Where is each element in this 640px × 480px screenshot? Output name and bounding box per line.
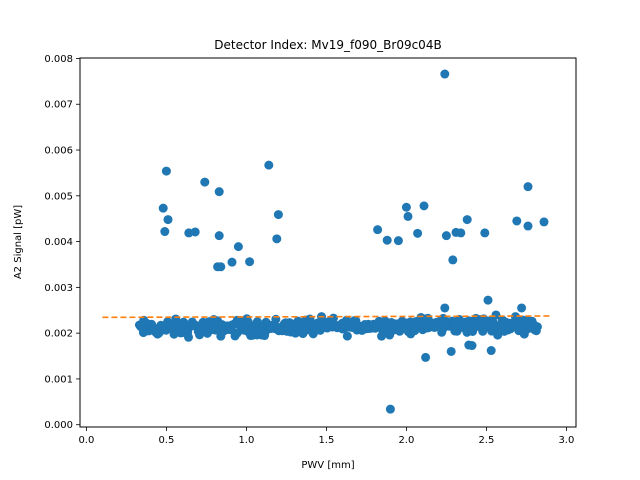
x-tick-label: 0.5 bbox=[158, 435, 174, 446]
y-axis-label: A2 Signal [pW] bbox=[13, 205, 24, 279]
data-point bbox=[491, 310, 501, 320]
y-tick-label: 0.003 bbox=[44, 283, 73, 294]
x-tick-label: 2.0 bbox=[398, 435, 414, 446]
data-point bbox=[421, 352, 431, 362]
data-point bbox=[161, 166, 171, 176]
data-point bbox=[382, 235, 392, 245]
data-point bbox=[517, 303, 527, 313]
y-tick-label: 0.000 bbox=[44, 420, 73, 431]
data-point bbox=[523, 182, 533, 192]
axes-background bbox=[80, 58, 576, 427]
data-point bbox=[214, 231, 224, 241]
x-tick-label: 0.0 bbox=[78, 435, 94, 446]
y-tick-label: 0.004 bbox=[44, 237, 73, 248]
y-tick-label: 0.001 bbox=[44, 374, 73, 385]
data-point bbox=[486, 346, 496, 356]
x-axis-ticks: 0.0 0.5 1.0 1.5 2.0 2.5 3.0 bbox=[78, 427, 574, 446]
data-point bbox=[163, 215, 173, 225]
data-point bbox=[448, 255, 458, 265]
data-point bbox=[272, 234, 282, 244]
data-point bbox=[200, 177, 210, 187]
y-tick-label: 0.005 bbox=[44, 191, 73, 202]
data-point bbox=[273, 210, 283, 220]
data-point bbox=[446, 346, 456, 356]
data-point bbox=[393, 236, 403, 246]
data-point bbox=[413, 228, 423, 238]
chart-title: Detector Index: Mv19_f090_Br09c04B bbox=[214, 38, 441, 52]
fit-line bbox=[102, 315, 551, 319]
data-point bbox=[483, 295, 493, 305]
data-point bbox=[245, 257, 255, 267]
x-axis-label: PWV [mm] bbox=[301, 460, 354, 471]
data-point bbox=[158, 203, 168, 213]
plot-area bbox=[80, 58, 576, 427]
data-point bbox=[462, 215, 472, 225]
data-point bbox=[441, 231, 451, 241]
data-points bbox=[134, 69, 549, 414]
y-tick-label: 0.002 bbox=[44, 329, 73, 340]
axes-frame bbox=[79, 57, 577, 428]
data-point bbox=[184, 332, 194, 342]
data-point bbox=[467, 341, 477, 351]
data-point bbox=[233, 242, 243, 252]
data-point bbox=[160, 227, 170, 237]
data-point bbox=[214, 187, 224, 197]
data-point bbox=[532, 322, 542, 332]
data-point bbox=[401, 202, 411, 212]
x-tick-label: 3.0 bbox=[558, 435, 574, 446]
data-point bbox=[213, 262, 223, 272]
y-tick-label: 0.008 bbox=[44, 54, 73, 65]
x-tick-label: 1.0 bbox=[238, 435, 254, 446]
data-point bbox=[480, 228, 490, 238]
y-tick-label: 0.006 bbox=[44, 146, 73, 157]
y-tick-label: 0.007 bbox=[44, 100, 73, 111]
data-point bbox=[227, 257, 237, 267]
data-point bbox=[419, 201, 429, 211]
x-tick-label: 1.5 bbox=[318, 435, 334, 446]
data-point bbox=[512, 216, 522, 226]
y-axis-ticks: 0.000 0.001 0.002 0.003 0.004 0.005 0.006 0.007… bbox=[44, 54, 80, 431]
data-point bbox=[440, 69, 450, 79]
data-point bbox=[440, 303, 450, 313]
data-point bbox=[264, 160, 274, 170]
fit-line-group bbox=[102, 315, 551, 319]
data-point bbox=[493, 330, 503, 340]
data-point bbox=[403, 211, 413, 221]
data-point bbox=[243, 317, 253, 327]
data-point bbox=[456, 228, 466, 238]
data-point bbox=[523, 221, 533, 231]
data-point bbox=[539, 217, 549, 227]
data-point bbox=[190, 227, 200, 237]
data-point bbox=[342, 331, 352, 341]
data-point bbox=[373, 225, 383, 235]
data-point bbox=[385, 404, 395, 414]
x-tick-label: 2.5 bbox=[478, 435, 494, 446]
data-point bbox=[328, 313, 338, 323]
